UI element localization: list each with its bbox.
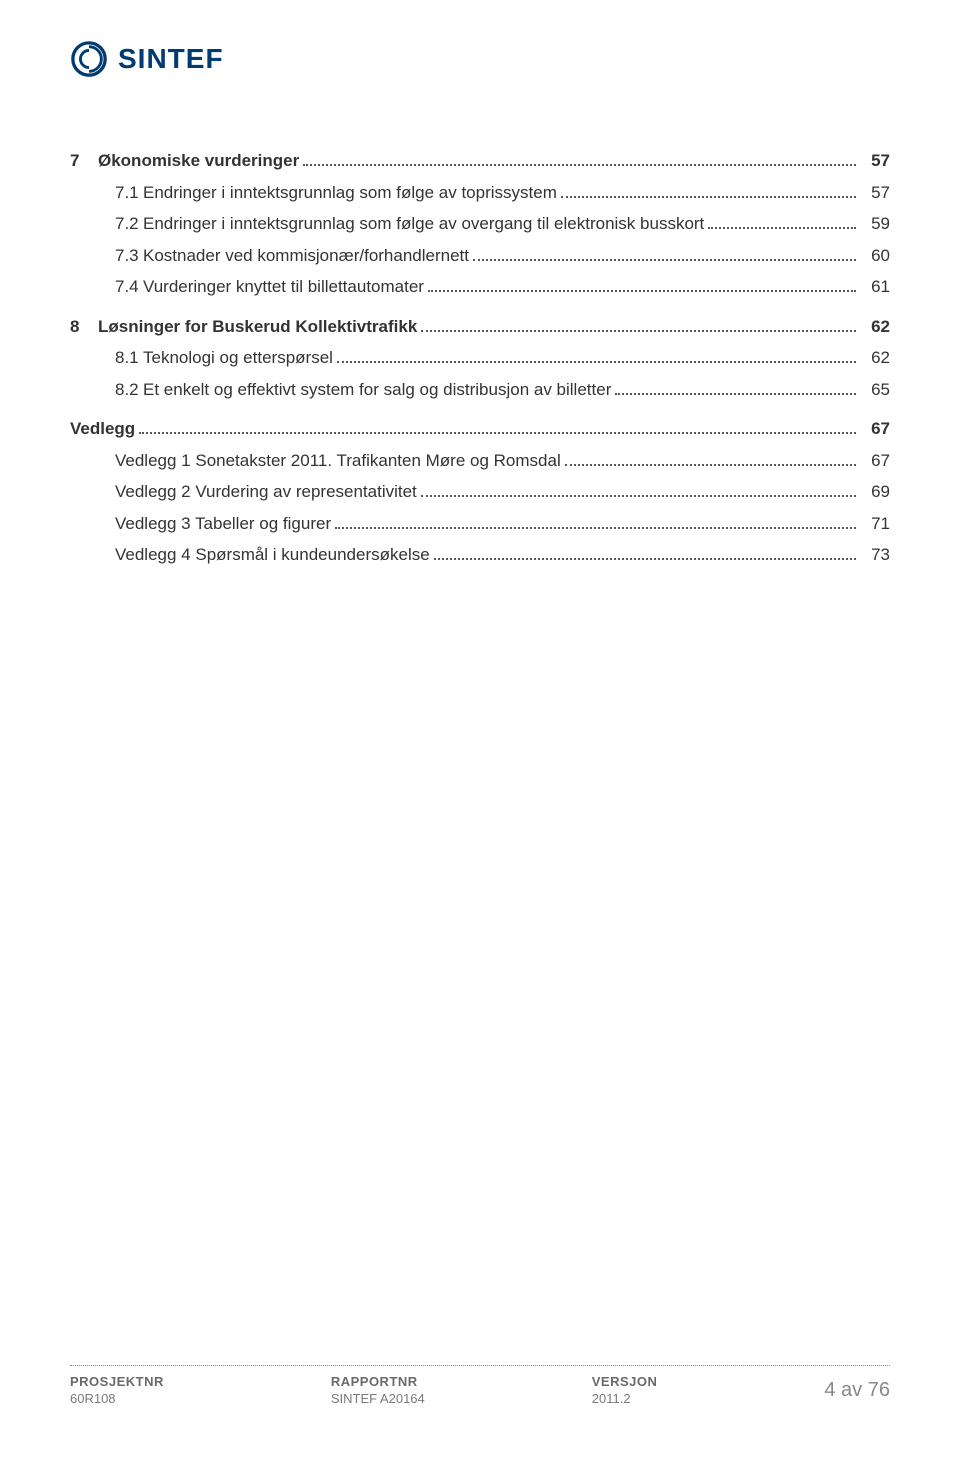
- toc-page: 71: [860, 511, 890, 537]
- sintef-circle-icon: [70, 40, 108, 78]
- toc-leader: [337, 361, 856, 363]
- toc-entry-vedlegg-3: Vedlegg 3 Tabeller og figurer 71: [70, 511, 890, 537]
- footer-value: 2011.2: [592, 1391, 658, 1406]
- footer-rapportnr: RAPPORTNR SINTEF A20164: [331, 1374, 425, 1406]
- toc-page: 73: [860, 542, 890, 568]
- toc-leader: [565, 464, 856, 466]
- toc-title: Endringer i inntektsgrunnlag som følge a…: [143, 180, 557, 206]
- toc-page: 57: [860, 148, 890, 174]
- toc-entry-7-1: 7.1 Endringer i inntektsgrunnlag som føl…: [70, 180, 890, 206]
- toc-leader: [615, 393, 856, 395]
- toc-num: 8.2: [115, 377, 143, 403]
- footer-label: RAPPORTNR: [331, 1374, 425, 1389]
- toc-title: Et enkelt og effektivt system for salg o…: [143, 377, 611, 403]
- toc-section-7: 7 Økonomiske vurderinger 57: [70, 148, 890, 174]
- toc-leader: [434, 558, 856, 560]
- toc-section-vedlegg: Vedlegg 67: [70, 416, 890, 442]
- toc-entry-7-4: 7.4 Vurderinger knyttet til billettautom…: [70, 274, 890, 300]
- toc-page: 62: [860, 314, 890, 340]
- toc-title: Vedlegg 1 Sonetakster 2011. Trafikanten …: [70, 448, 561, 474]
- toc-leader: [708, 227, 856, 229]
- toc-entry-8-1: 8.1 Teknologi og etterspørsel 62: [70, 345, 890, 371]
- toc-leader: [428, 290, 856, 292]
- brand-logo: SINTEF: [70, 40, 890, 78]
- toc-leader: [421, 495, 856, 497]
- toc-leader: [561, 196, 856, 198]
- toc-title: Vedlegg 3 Tabeller og figurer: [70, 511, 331, 537]
- toc-page: 67: [860, 448, 890, 474]
- toc-entry-vedlegg-2: Vedlegg 2 Vurdering av representativitet…: [70, 479, 890, 505]
- toc-num: 7.3: [115, 243, 143, 269]
- toc-num: 7.2: [115, 211, 143, 237]
- toc-page: 61: [860, 274, 890, 300]
- brand-name: SINTEF: [118, 43, 224, 75]
- toc-title: Vedlegg 2 Vurdering av representativitet: [70, 479, 417, 505]
- toc-entry-7-3: 7.3 Kostnader ved kommisjonær/forhandler…: [70, 243, 890, 269]
- toc-num: 8: [70, 314, 98, 340]
- toc-num: 7: [70, 148, 98, 174]
- toc-title: Kostnader ved kommisjonær/forhandlernett: [143, 243, 469, 269]
- footer-value: 60R108: [70, 1391, 164, 1406]
- toc-num: 7.1: [115, 180, 143, 206]
- toc-leader: [421, 330, 856, 332]
- footer-value: SINTEF A20164: [331, 1391, 425, 1406]
- toc-title: Vurderinger knyttet til billettautomater: [143, 274, 424, 300]
- toc-leader: [303, 164, 856, 166]
- footer-divider: [70, 1365, 890, 1366]
- footer-label: VERSJON: [592, 1374, 658, 1389]
- toc-leader: [335, 527, 856, 529]
- toc-title: Teknologi og etterspørsel: [143, 345, 333, 371]
- table-of-contents: 7 Økonomiske vurderinger 57 7.1 Endringe…: [70, 148, 890, 568]
- toc-page: 62: [860, 345, 890, 371]
- toc-page: 60: [860, 243, 890, 269]
- toc-page: 65: [860, 377, 890, 403]
- toc-num: 8.1: [115, 345, 143, 371]
- toc-page: 67: [860, 416, 890, 442]
- toc-num: 7.4: [115, 274, 143, 300]
- toc-title: Endringer i inntektsgrunnlag som følge a…: [143, 211, 704, 237]
- footer-prosjektnr: PROSJEKTNR 60R108: [70, 1374, 164, 1406]
- toc-page: 59: [860, 211, 890, 237]
- toc-title: Vedlegg: [70, 416, 135, 442]
- toc-leader: [139, 432, 856, 434]
- toc-title: Vedlegg 4 Spørsmål i kundeundersøkelse: [70, 542, 430, 568]
- toc-entry-vedlegg-4: Vedlegg 4 Spørsmål i kundeundersøkelse 7…: [70, 542, 890, 568]
- page-footer: PROSJEKTNR 60R108 RAPPORTNR SINTEF A2016…: [70, 1365, 890, 1406]
- toc-entry-8-2: 8.2 Et enkelt og effektivt system for sa…: [70, 377, 890, 403]
- footer-versjon: VERSJON 2011.2: [592, 1374, 658, 1406]
- toc-page: 69: [860, 479, 890, 505]
- footer-label: PROSJEKTNR: [70, 1374, 164, 1389]
- toc-title: Løsninger for Buskerud Kollektivtrafikk: [98, 314, 417, 340]
- footer-page-number: 4 av 76: [824, 1379, 890, 1402]
- toc-title: Økonomiske vurderinger: [98, 148, 299, 174]
- toc-section-8: 8 Løsninger for Buskerud Kollektivtrafik…: [70, 314, 890, 340]
- toc-page: 57: [860, 180, 890, 206]
- toc-leader: [473, 259, 856, 261]
- toc-entry-vedlegg-1: Vedlegg 1 Sonetakster 2011. Trafikanten …: [70, 448, 890, 474]
- toc-entry-7-2: 7.2 Endringer i inntektsgrunnlag som føl…: [70, 211, 890, 237]
